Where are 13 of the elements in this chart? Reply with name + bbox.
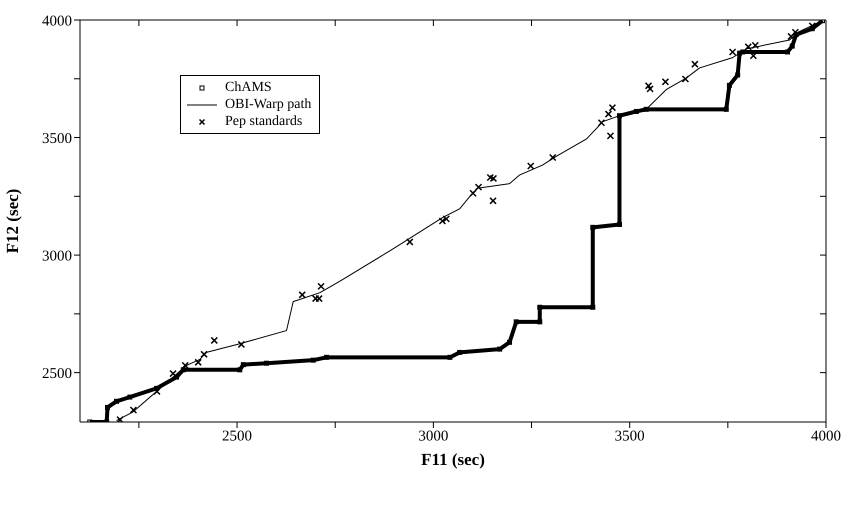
legend-label: OBI-Warp path <box>225 96 312 113</box>
y-axis-title: F12 (sec) <box>3 188 22 254</box>
x-tick-label: 2500 <box>222 428 252 445</box>
x-tick-label: 3500 <box>614 428 645 445</box>
legend-label: ChAMS <box>225 79 272 96</box>
x-tick-label: 3000 <box>418 428 448 445</box>
legend-label: Pep standards <box>225 113 302 130</box>
y-tick-label: 3500 <box>42 130 72 147</box>
y-tick-label: 2500 <box>42 366 72 382</box>
y-tick-label: 3000 <box>42 248 72 264</box>
x-tick-label: 4000 <box>811 428 841 445</box>
y-tick-label: 4000 <box>42 13 72 30</box>
x-axis-title: F11 (sec) <box>421 450 485 469</box>
